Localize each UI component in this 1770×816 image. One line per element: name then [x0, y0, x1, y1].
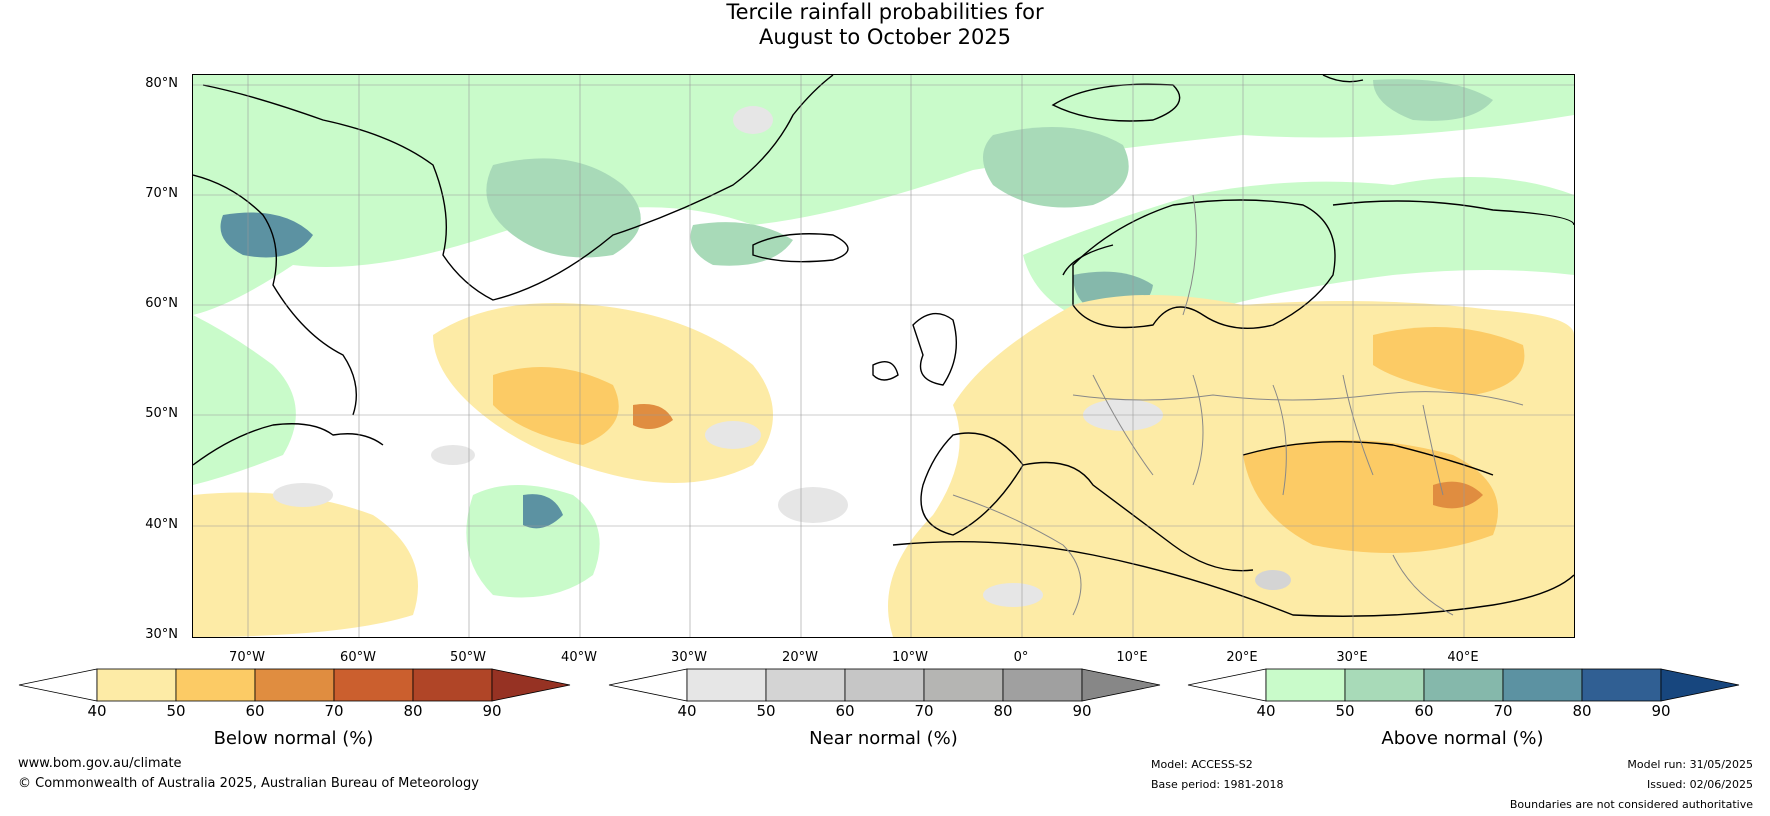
title-line-2: August to October 2025: [758, 25, 1012, 49]
colorbar-tick-label: 60: [245, 702, 265, 720]
colorbar-tick-label: 80: [1572, 702, 1592, 720]
issued-text: Issued: 02/06/2025: [1646, 778, 1753, 791]
colorbar-segment: [844, 668, 925, 702]
colorbar-title: Near normal (%): [809, 728, 958, 749]
copyright-text: © Commonwealth of Australia 2025, Austra…: [18, 776, 479, 791]
lon-label-60w: 60°W: [340, 650, 376, 665]
near-normal-regions: [273, 106, 1291, 607]
colorbar-tick-label: 50: [1335, 702, 1355, 720]
colorbar-segment: [686, 668, 767, 702]
colorbar-tick-label: 90: [1651, 702, 1671, 720]
colorbar-segment: [923, 668, 1004, 702]
colorbar-0: [18, 668, 571, 702]
lat-label-30n: 30°N: [145, 627, 178, 642]
colorbar-tick-label: 40: [87, 702, 107, 720]
colorbar-low-extension: [1187, 668, 1267, 702]
colorbar-tick-label: 70: [1493, 702, 1513, 720]
lon-label-0: 0°: [1013, 650, 1029, 665]
colorbar-2: [1187, 668, 1740, 702]
rainfall-map: [192, 74, 1575, 638]
lat-label-50n: 50°N: [145, 406, 178, 421]
model-text: Model: ACCESS-S2: [1151, 758, 1253, 771]
base-period-text: Base period: 1981-2018: [1151, 778, 1284, 791]
colorbar-tick-label: 40: [1256, 702, 1276, 720]
website-link[interactable]: www.bom.gov.au/climate: [18, 756, 182, 771]
colorbar-tick-label: 50: [166, 702, 186, 720]
colorbar-high-extension: [491, 668, 571, 702]
lon-label-40e: 40°E: [1447, 650, 1479, 665]
colorbar-title: Above normal (%): [1381, 728, 1544, 749]
colorbar-low-extension: [608, 668, 688, 702]
colorbar-tick-label: 90: [482, 702, 502, 720]
colorbar-segment: [175, 668, 256, 702]
colorbar-high-extension: [1081, 668, 1161, 702]
colorbar-title: Below normal (%): [213, 728, 374, 749]
colorbar-tick-label: 70: [914, 702, 934, 720]
coastlines: [193, 75, 1574, 617]
graticule: [193, 75, 1574, 637]
colorbar-low-extension: [18, 668, 98, 702]
lon-label-10e: 10°E: [1116, 650, 1148, 665]
colorbar-segment: [412, 668, 493, 702]
colorbar-segment: [333, 668, 414, 702]
colorbar-segment: [1002, 668, 1083, 702]
lon-label-40w: 40°W: [561, 650, 597, 665]
colorbar-segment: [1423, 668, 1504, 702]
colorbar-high-extension: [1660, 668, 1740, 702]
model-run-text: Model run: 31/05/2025: [1627, 758, 1753, 771]
colorbar-1: [608, 668, 1161, 702]
lat-label-80n: 80°N: [145, 76, 178, 91]
colorbar-tick-label: 80: [993, 702, 1013, 720]
colorbar-segment: [96, 668, 177, 702]
title-line-1: Tercile rainfall probabilities for: [726, 0, 1044, 24]
colorbar-tick-label: 60: [1414, 702, 1434, 720]
colorbar-tick-label: 80: [403, 702, 423, 720]
lon-label-50w: 50°W: [450, 650, 486, 665]
colorbar-tick-label: 40: [677, 702, 697, 720]
lon-label-10w: 10°W: [892, 650, 928, 665]
colorbar-segment: [254, 668, 335, 702]
colorbar-segment: [1344, 668, 1425, 702]
colorbar-tick-label: 90: [1072, 702, 1092, 720]
lat-label-70n: 70°N: [145, 186, 178, 201]
colorbar-tick-label: 60: [835, 702, 855, 720]
lon-label-20e: 20°E: [1226, 650, 1258, 665]
colorbar-segment: [1265, 668, 1346, 702]
colorbar-segment: [765, 668, 846, 702]
colorbar-segment: [1502, 668, 1583, 702]
below-normal-regions: [193, 295, 1574, 637]
colorbar-tick-label: 70: [324, 702, 344, 720]
lat-label-40n: 40°N: [145, 517, 178, 532]
lon-label-70w: 70°W: [229, 650, 265, 665]
country-boundaries: [952, 194, 1524, 616]
lon-label-30e: 30°E: [1336, 650, 1368, 665]
colorbar-segment: [1581, 668, 1662, 702]
map-title: Tercile rainfall probabilities for Augus…: [0, 0, 1770, 50]
map-canvas: [193, 75, 1574, 637]
disclaimer-text: Boundaries are not considered authoritat…: [1509, 798, 1753, 811]
lat-label-60n: 60°N: [145, 296, 178, 311]
colorbar-tick-label: 50: [756, 702, 776, 720]
lon-label-20w: 20°W: [782, 650, 818, 665]
lon-label-30w: 30°W: [671, 650, 707, 665]
